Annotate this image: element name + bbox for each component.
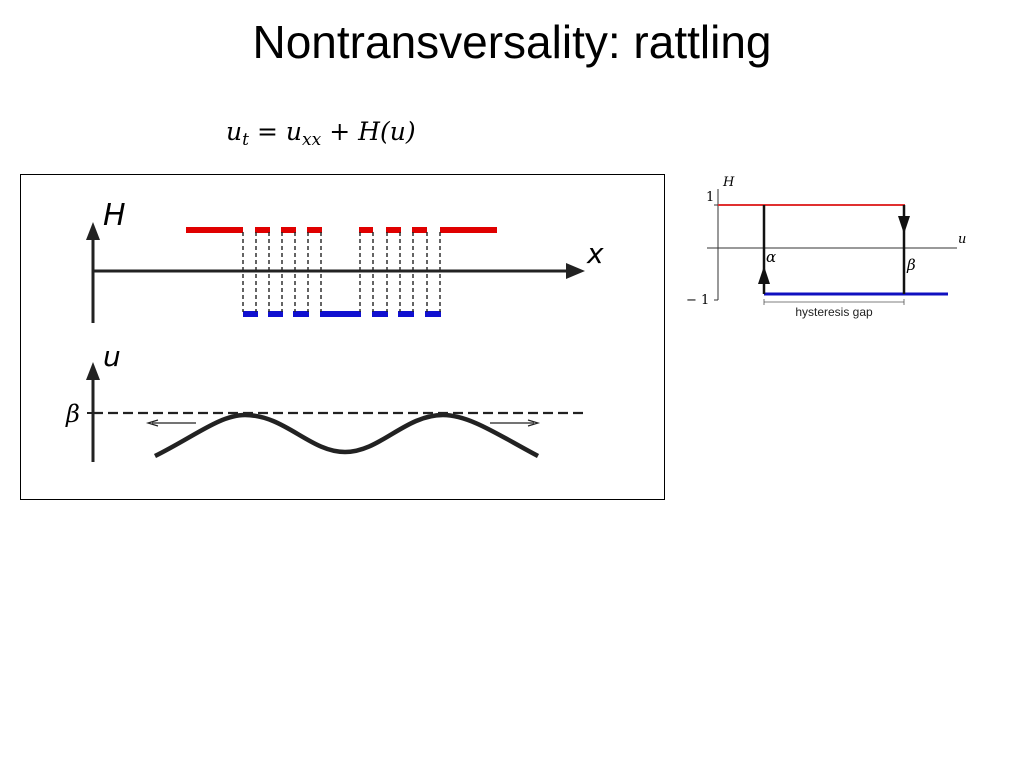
x-axis-arrowhead (566, 263, 585, 279)
left-propagation-arrowhead (145, 419, 159, 427)
eq-equals: = (256, 117, 278, 146)
u-profile-curve (153, 412, 540, 459)
hysteresis-u-label: u (958, 232, 966, 247)
x-axis-label: x (586, 237, 604, 270)
beta-threshold-label: β (65, 400, 80, 428)
pde-equation: ut = uxx + H(u) (226, 112, 416, 160)
h-axis-label: H (103, 198, 126, 233)
tick-label-minus-one: − 1 (686, 293, 709, 308)
eq-xx-subscript: xx (302, 130, 322, 150)
eq-u: u (226, 117, 243, 146)
tick-label-plus-one: 1 (706, 190, 714, 205)
beta-label: β (906, 256, 916, 274)
alpha-label: α (766, 248, 776, 266)
eq-u2: u (285, 117, 303, 146)
switching-lines (242, 232, 441, 312)
beta-jump-arrowhead (898, 216, 910, 234)
hysteresis-gap-label: hysteresis gap (795, 305, 873, 319)
right-propagation-arrowhead (527, 419, 541, 427)
alpha-jump-arrowhead (758, 266, 770, 284)
hysteresis-h-label: H (722, 175, 735, 190)
eq-t-subscript: t (242, 130, 249, 150)
eq-rhs: H(u) (358, 117, 416, 146)
slide-title: Nontransversality: rattling (252, 16, 772, 68)
u-axis-arrowhead (86, 362, 100, 380)
rattling-figure-panel (20, 174, 665, 500)
h-axis-arrowhead (86, 222, 100, 240)
u-axis-label: u (103, 340, 121, 373)
eq-plus: + (329, 117, 351, 146)
